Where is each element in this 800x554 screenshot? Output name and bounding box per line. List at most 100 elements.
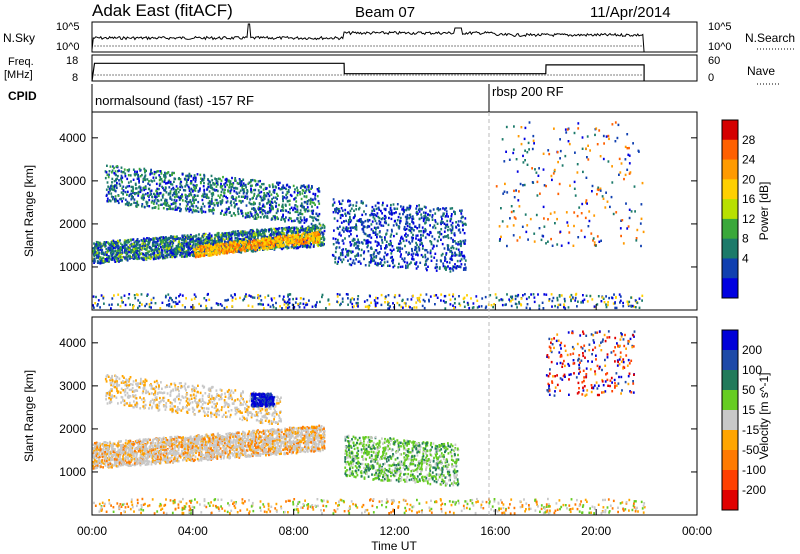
scatter-point: [206, 188, 208, 191]
scatter-point: [209, 234, 211, 238]
scatter-point: [412, 217, 415, 220]
scatter-point: [210, 184, 213, 187]
scatter-point: [171, 173, 173, 176]
scatter-point: [135, 205, 137, 208]
scatter-point: [219, 251, 221, 254]
scatter-point: [385, 240, 388, 243]
scatter-point: [138, 251, 141, 254]
scatter-point: [207, 185, 210, 188]
scatter-point: [193, 194, 196, 197]
scatter-point: [231, 248, 234, 252]
scatter-point: [349, 209, 352, 213]
scatter-point: [256, 183, 259, 186]
scatter-point: [249, 229, 252, 232]
scatter-point: [435, 259, 438, 262]
scatter-point: [113, 244, 115, 247]
scatter-point: [111, 169, 114, 172]
scatter-point: [170, 247, 173, 250]
scatter-point: [129, 256, 132, 259]
scatter-point: [154, 244, 157, 247]
scatter-point: [533, 142, 535, 145]
scatter-point: [215, 189, 218, 192]
scatter-point: [164, 189, 167, 192]
scatter-point: [410, 236, 413, 239]
scatter-point: [260, 186, 262, 189]
scatter-point: [244, 196, 246, 199]
scatter-point: [275, 227, 277, 231]
scatter-point: [457, 220, 460, 223]
scatter-point: [245, 246, 248, 249]
scatter-point: [218, 240, 220, 243]
scatter-point: [144, 238, 147, 241]
scatter-point: [268, 206, 271, 210]
scatter-point: [130, 255, 133, 259]
scatter-point: [95, 251, 97, 254]
scatter-point: [207, 178, 209, 181]
scatter-point: [381, 212, 383, 215]
scatter-point: [214, 198, 217, 202]
scatter-point: [312, 224, 315, 227]
scatter-point: [347, 251, 350, 255]
scatter-point: [201, 179, 203, 182]
scatter-point: [294, 210, 297, 214]
scatter-point: [348, 204, 351, 207]
scatter-point: [285, 193, 288, 196]
scatter-point: [277, 181, 280, 184]
scatter-point: [190, 253, 193, 256]
scatter-point: [185, 240, 187, 243]
scatter-point: [358, 241, 361, 245]
scatter-point: [538, 167, 540, 170]
scatter-point: [421, 207, 423, 211]
scatter-point: [241, 234, 244, 237]
scatter-point: [160, 236, 163, 239]
scatter-point: [113, 166, 115, 170]
scatter-point: [209, 247, 212, 250]
scatter-point: [98, 243, 101, 247]
scatter-point: [305, 218, 308, 221]
scatter-point: [110, 192, 113, 195]
scatter-point: [450, 237, 453, 240]
scatter-point: [97, 246, 100, 250]
scatter-point: [151, 256, 153, 259]
scatter-point: [229, 191, 232, 195]
scatter-point: [284, 237, 287, 240]
scatter-point: [370, 258, 372, 261]
scatter-point: [126, 193, 128, 196]
scatter-point: [401, 247, 404, 250]
scatter-point: [119, 251, 122, 255]
scatter-point: [310, 243, 313, 246]
scatter-point: [99, 245, 102, 248]
scatter-point: [270, 200, 273, 204]
scatter-point: [258, 246, 260, 249]
scatter-point: [438, 267, 441, 270]
scatter-point: [408, 262, 411, 266]
scatter-point: [189, 200, 192, 203]
scatter-point: [260, 207, 263, 210]
scatter-point: [252, 203, 255, 206]
scatter-point: [376, 233, 379, 236]
scatter-point: [174, 251, 176, 254]
scatter-point: [503, 160, 506, 163]
scatter-point: [240, 183, 243, 186]
scatter-point: [160, 246, 162, 249]
scatter-point: [266, 192, 269, 195]
scatter-point: [128, 168, 131, 171]
scatter-point: [202, 202, 204, 205]
scatter-point: [162, 207, 165, 210]
scatter-point: [366, 218, 369, 222]
scatter-point: [184, 185, 187, 188]
scatter-point: [440, 215, 443, 218]
scatter-point: [164, 251, 167, 254]
scatter-point: [282, 234, 284, 238]
scatter-point: [292, 243, 295, 247]
scatter-point: [169, 254, 172, 257]
scatter-point: [183, 251, 186, 254]
scatter-point: [344, 237, 346, 240]
scatter-point: [419, 239, 421, 243]
scatter-point: [369, 247, 372, 250]
scatter-point: [105, 258, 108, 261]
scatter-point: [247, 246, 249, 249]
scatter-point: [299, 221, 302, 224]
scatter-point: [419, 238, 422, 241]
scatter-point: [162, 237, 165, 240]
